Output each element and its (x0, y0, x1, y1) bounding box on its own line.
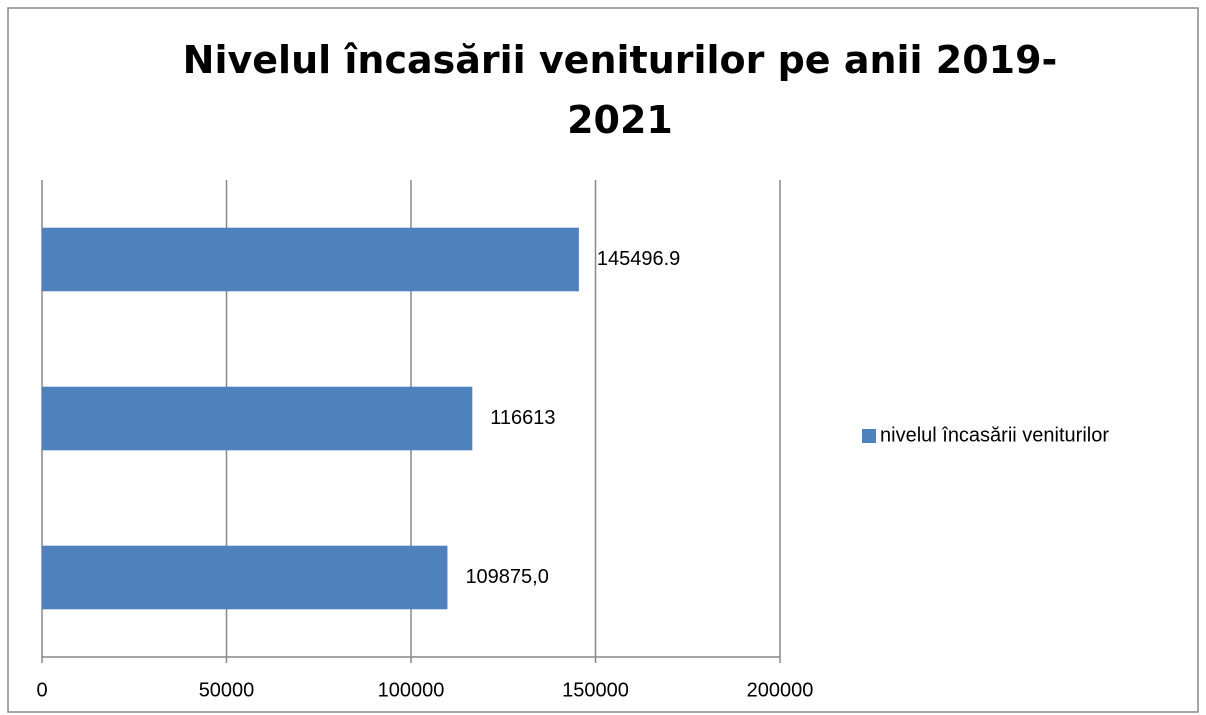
x-tick-label: 0 (36, 679, 47, 701)
chart-frame (7, 7, 1199, 713)
chart-title: Nivelul încasării veniturilor pe anii 20… (182, 38, 1058, 142)
legend-label: nivelul încasării veniturilor (880, 424, 1109, 446)
value-label: 109875,0 (465, 566, 548, 588)
bar (42, 227, 579, 292)
bar (42, 545, 448, 610)
x-tick-label: 150000 (562, 679, 629, 701)
value-label: 145496.9 (597, 248, 680, 270)
x-tick-label: 100000 (378, 679, 445, 701)
x-tick-label: 50000 (199, 679, 255, 701)
value-label: 116613 (490, 407, 555, 429)
bar (42, 386, 473, 451)
x-tick-label: 200000 (747, 679, 814, 701)
legend-swatch (862, 429, 876, 443)
